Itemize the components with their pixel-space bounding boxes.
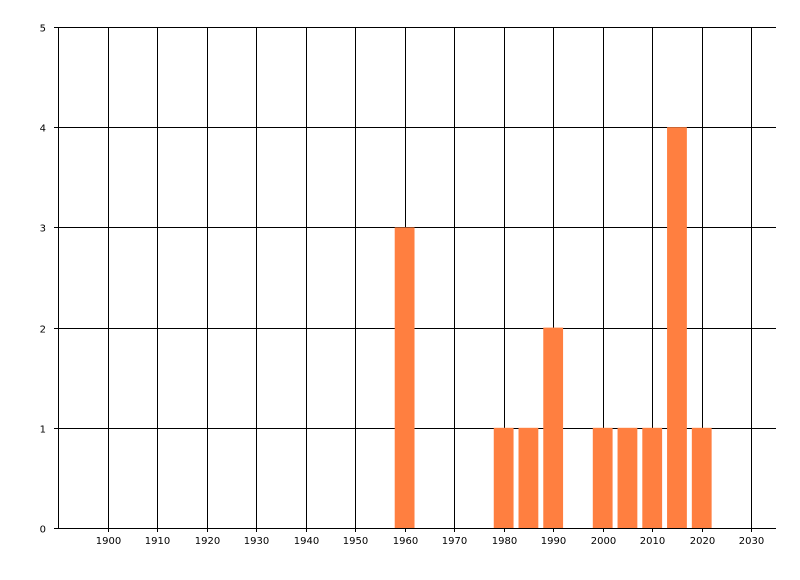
x-tick-label: 1900 xyxy=(96,536,121,547)
x-tick-label: 1930 xyxy=(244,536,269,547)
bar xyxy=(667,127,687,528)
y-tick-label: 5 xyxy=(40,24,46,35)
y-tick-label: 4 xyxy=(40,124,46,135)
bar xyxy=(518,427,539,528)
axes xyxy=(58,27,776,529)
bar xyxy=(691,427,712,528)
x-tick-label: 1970 xyxy=(442,536,467,547)
bar xyxy=(543,327,564,528)
x-tick-label: 1920 xyxy=(195,536,220,547)
bar xyxy=(493,427,514,528)
x-tick-labels: 1900 1910 1920 1930 1940 1950 1960 1970 1980 1990… xyxy=(96,536,764,547)
x-tick-label: 2010 xyxy=(640,536,665,547)
bar xyxy=(394,227,415,528)
y-tick-label: 2 xyxy=(40,325,46,336)
x-tick-label: 1960 xyxy=(393,536,418,547)
bar xyxy=(617,427,638,528)
gridlines xyxy=(54,27,776,532)
x-tick-label: 2000 xyxy=(591,536,616,547)
x-tick-label: 1910 xyxy=(145,536,170,547)
bar xyxy=(592,427,613,528)
x-tick-label: 1940 xyxy=(294,536,319,547)
x-tick-label: 1990 xyxy=(541,536,566,547)
y-tick-label: 1 xyxy=(40,425,46,436)
y-tick-label: 3 xyxy=(40,224,46,235)
bars xyxy=(394,127,712,528)
x-tick-label: 2020 xyxy=(690,536,715,547)
x-tick-label: 2030 xyxy=(739,536,764,547)
bar xyxy=(642,427,663,528)
x-tick-label: 1980 xyxy=(492,536,517,547)
x-tick-label: 1950 xyxy=(343,536,368,547)
y-tick-labels: 0 1 2 3 4 5 xyxy=(40,24,46,536)
y-tick-label: 0 xyxy=(40,525,46,536)
